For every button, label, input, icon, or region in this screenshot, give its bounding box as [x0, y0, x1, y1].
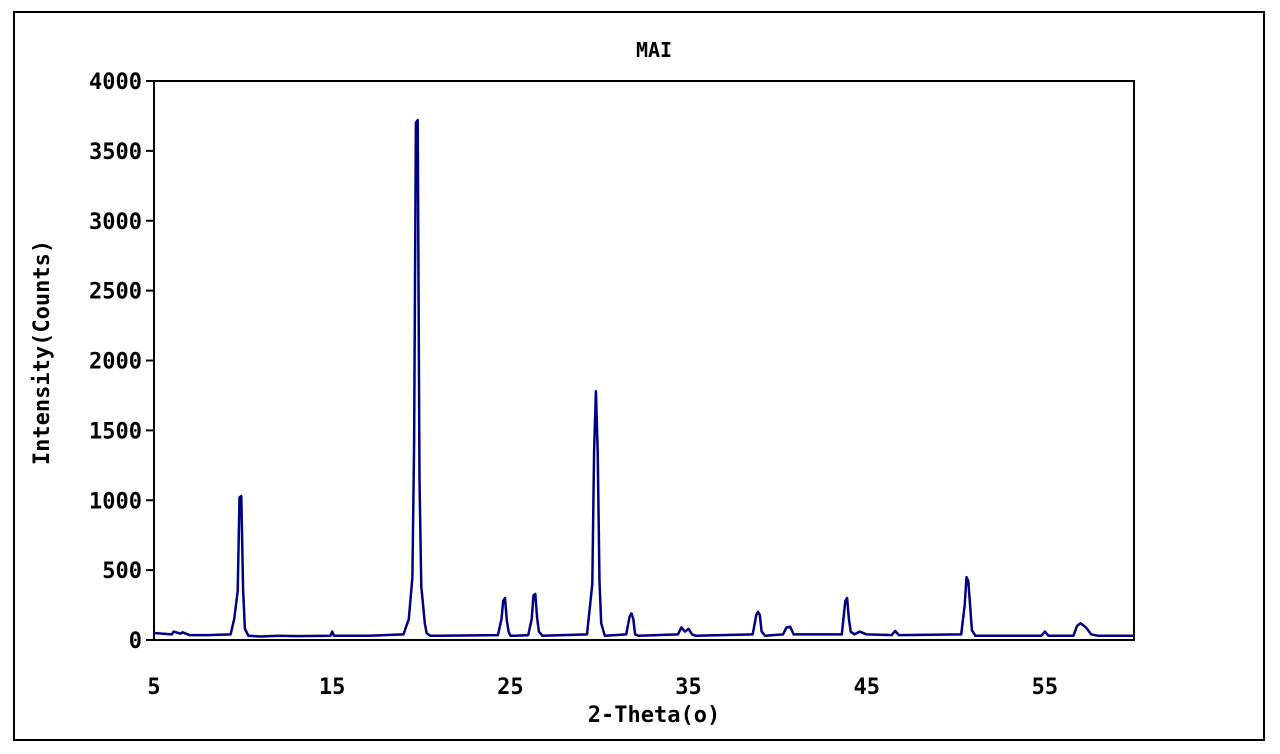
chart: MAI 0 500 1000 1500 2000 2500 3000 3500 4000 5 15 2…	[30, 38, 1135, 728]
axis-tick-labels: 0 500 1000 1500 2000 2500 3000 3500 4000 5 15 25 35 4…	[89, 70, 1058, 700]
plot-area	[153, 80, 1135, 641]
y-tick-label: 1000	[89, 489, 142, 514]
axis-ticks	[146, 80, 154, 641]
x-tick-label: 5	[147, 675, 160, 700]
y-axis-title: Intensity(Counts)	[30, 240, 55, 465]
x-tick-label: 45	[853, 675, 880, 700]
y-tick-label: 3000	[89, 210, 142, 235]
x-tick-label: 15	[319, 675, 346, 700]
y-tick-label: 1500	[89, 419, 142, 444]
chart-title: MAI	[636, 38, 672, 62]
x-tick-label: 25	[497, 675, 524, 700]
y-tick-label: 0	[129, 629, 142, 654]
y-tick-label: 2500	[89, 280, 142, 305]
x-tick-label: 55	[1032, 675, 1059, 700]
y-tick-label: 3500	[89, 140, 142, 165]
y-tick-label: 500	[102, 559, 142, 584]
x-tick-label: 35	[675, 675, 702, 700]
chart-frame: MAI 0 500 1000 1500 2000 2500 3000 3500 4000 5 15 2…	[13, 11, 1265, 741]
y-tick-label: 4000	[89, 70, 142, 95]
y-tick-label: 2000	[89, 350, 142, 375]
x-axis-title: 2-Theta(o)	[588, 703, 720, 728]
series-line	[153, 118, 1134, 638]
